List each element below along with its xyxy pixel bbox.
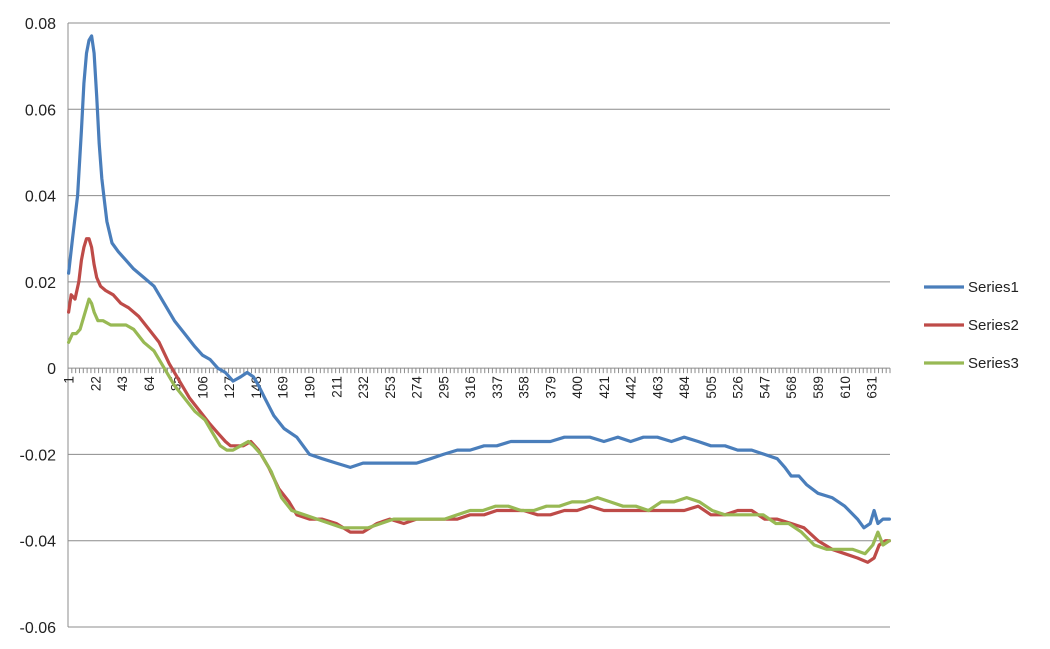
x-tick-label: 379 bbox=[543, 376, 558, 399]
x-tick-label: 442 bbox=[624, 376, 639, 399]
y-tick-label: -0.06 bbox=[20, 620, 57, 637]
x-tick-label: 526 bbox=[731, 376, 746, 399]
x-tick-label: 568 bbox=[784, 376, 799, 399]
x-tick-label: 169 bbox=[276, 376, 291, 399]
y-axis: 0.08 0.06 0.04 0.02 0 -0.02 -0.04 -0.06 bbox=[20, 16, 69, 637]
legend-label: Series2 bbox=[968, 317, 1019, 334]
x-tick-label: 43 bbox=[115, 376, 130, 391]
y-tick-label: 0.08 bbox=[25, 16, 56, 33]
plot-area bbox=[66, 34, 892, 564]
x-tick-label: 484 bbox=[677, 376, 692, 399]
x-tick-label: 547 bbox=[757, 376, 772, 399]
x-tick-label: 631 bbox=[865, 376, 880, 399]
x-tick-label: 106 bbox=[195, 376, 210, 399]
x-tick-label: 610 bbox=[838, 376, 853, 399]
y-tick-label: -0.04 bbox=[20, 534, 57, 551]
x-tick-label: 211 bbox=[329, 376, 344, 398]
series-line-series1 bbox=[66, 34, 892, 530]
y-tick-label: -0.02 bbox=[20, 447, 57, 464]
y-tick-label: 0.04 bbox=[25, 189, 56, 206]
x-tick-label: 190 bbox=[303, 376, 318, 399]
x-tick-label: 358 bbox=[517, 376, 532, 399]
y-tick-label: 0.02 bbox=[25, 275, 56, 292]
x-tick-label: 253 bbox=[383, 376, 398, 399]
x-axis: 1 22 43 64 85 106 127 148 169 190 211 232 253 274 295 3… bbox=[62, 367, 891, 399]
x-tick-label: 274 bbox=[410, 376, 425, 399]
x-tick-label: 400 bbox=[570, 376, 585, 399]
x-tick-label: 1 bbox=[62, 376, 77, 384]
y-tick-label: 0 bbox=[47, 361, 56, 378]
legend: Series1 Series2 Series3 bbox=[924, 279, 1019, 372]
x-tick-label: 295 bbox=[436, 376, 451, 399]
x-tick-label: 148 bbox=[249, 376, 264, 399]
x-tick-label: 463 bbox=[650, 376, 665, 399]
series-line-series3 bbox=[66, 297, 892, 556]
gridlines bbox=[68, 22, 890, 628]
y-tick-label: 0.06 bbox=[25, 102, 56, 119]
x-tick-label: 589 bbox=[811, 376, 826, 399]
x-tick-label: 505 bbox=[704, 376, 719, 399]
x-tick-label: 232 bbox=[356, 376, 371, 399]
x-tick-label: 22 bbox=[88, 376, 103, 391]
x-tick-label: 316 bbox=[463, 376, 478, 399]
series-line-series2 bbox=[66, 237, 892, 564]
legend-label: Series3 bbox=[968, 355, 1019, 372]
x-tick-marks bbox=[67, 368, 891, 374]
legend-label: Series1 bbox=[968, 279, 1019, 296]
x-tick-label: 421 bbox=[597, 376, 612, 399]
x-tick-label: 337 bbox=[490, 376, 505, 399]
x-tick-label: 64 bbox=[142, 376, 157, 392]
